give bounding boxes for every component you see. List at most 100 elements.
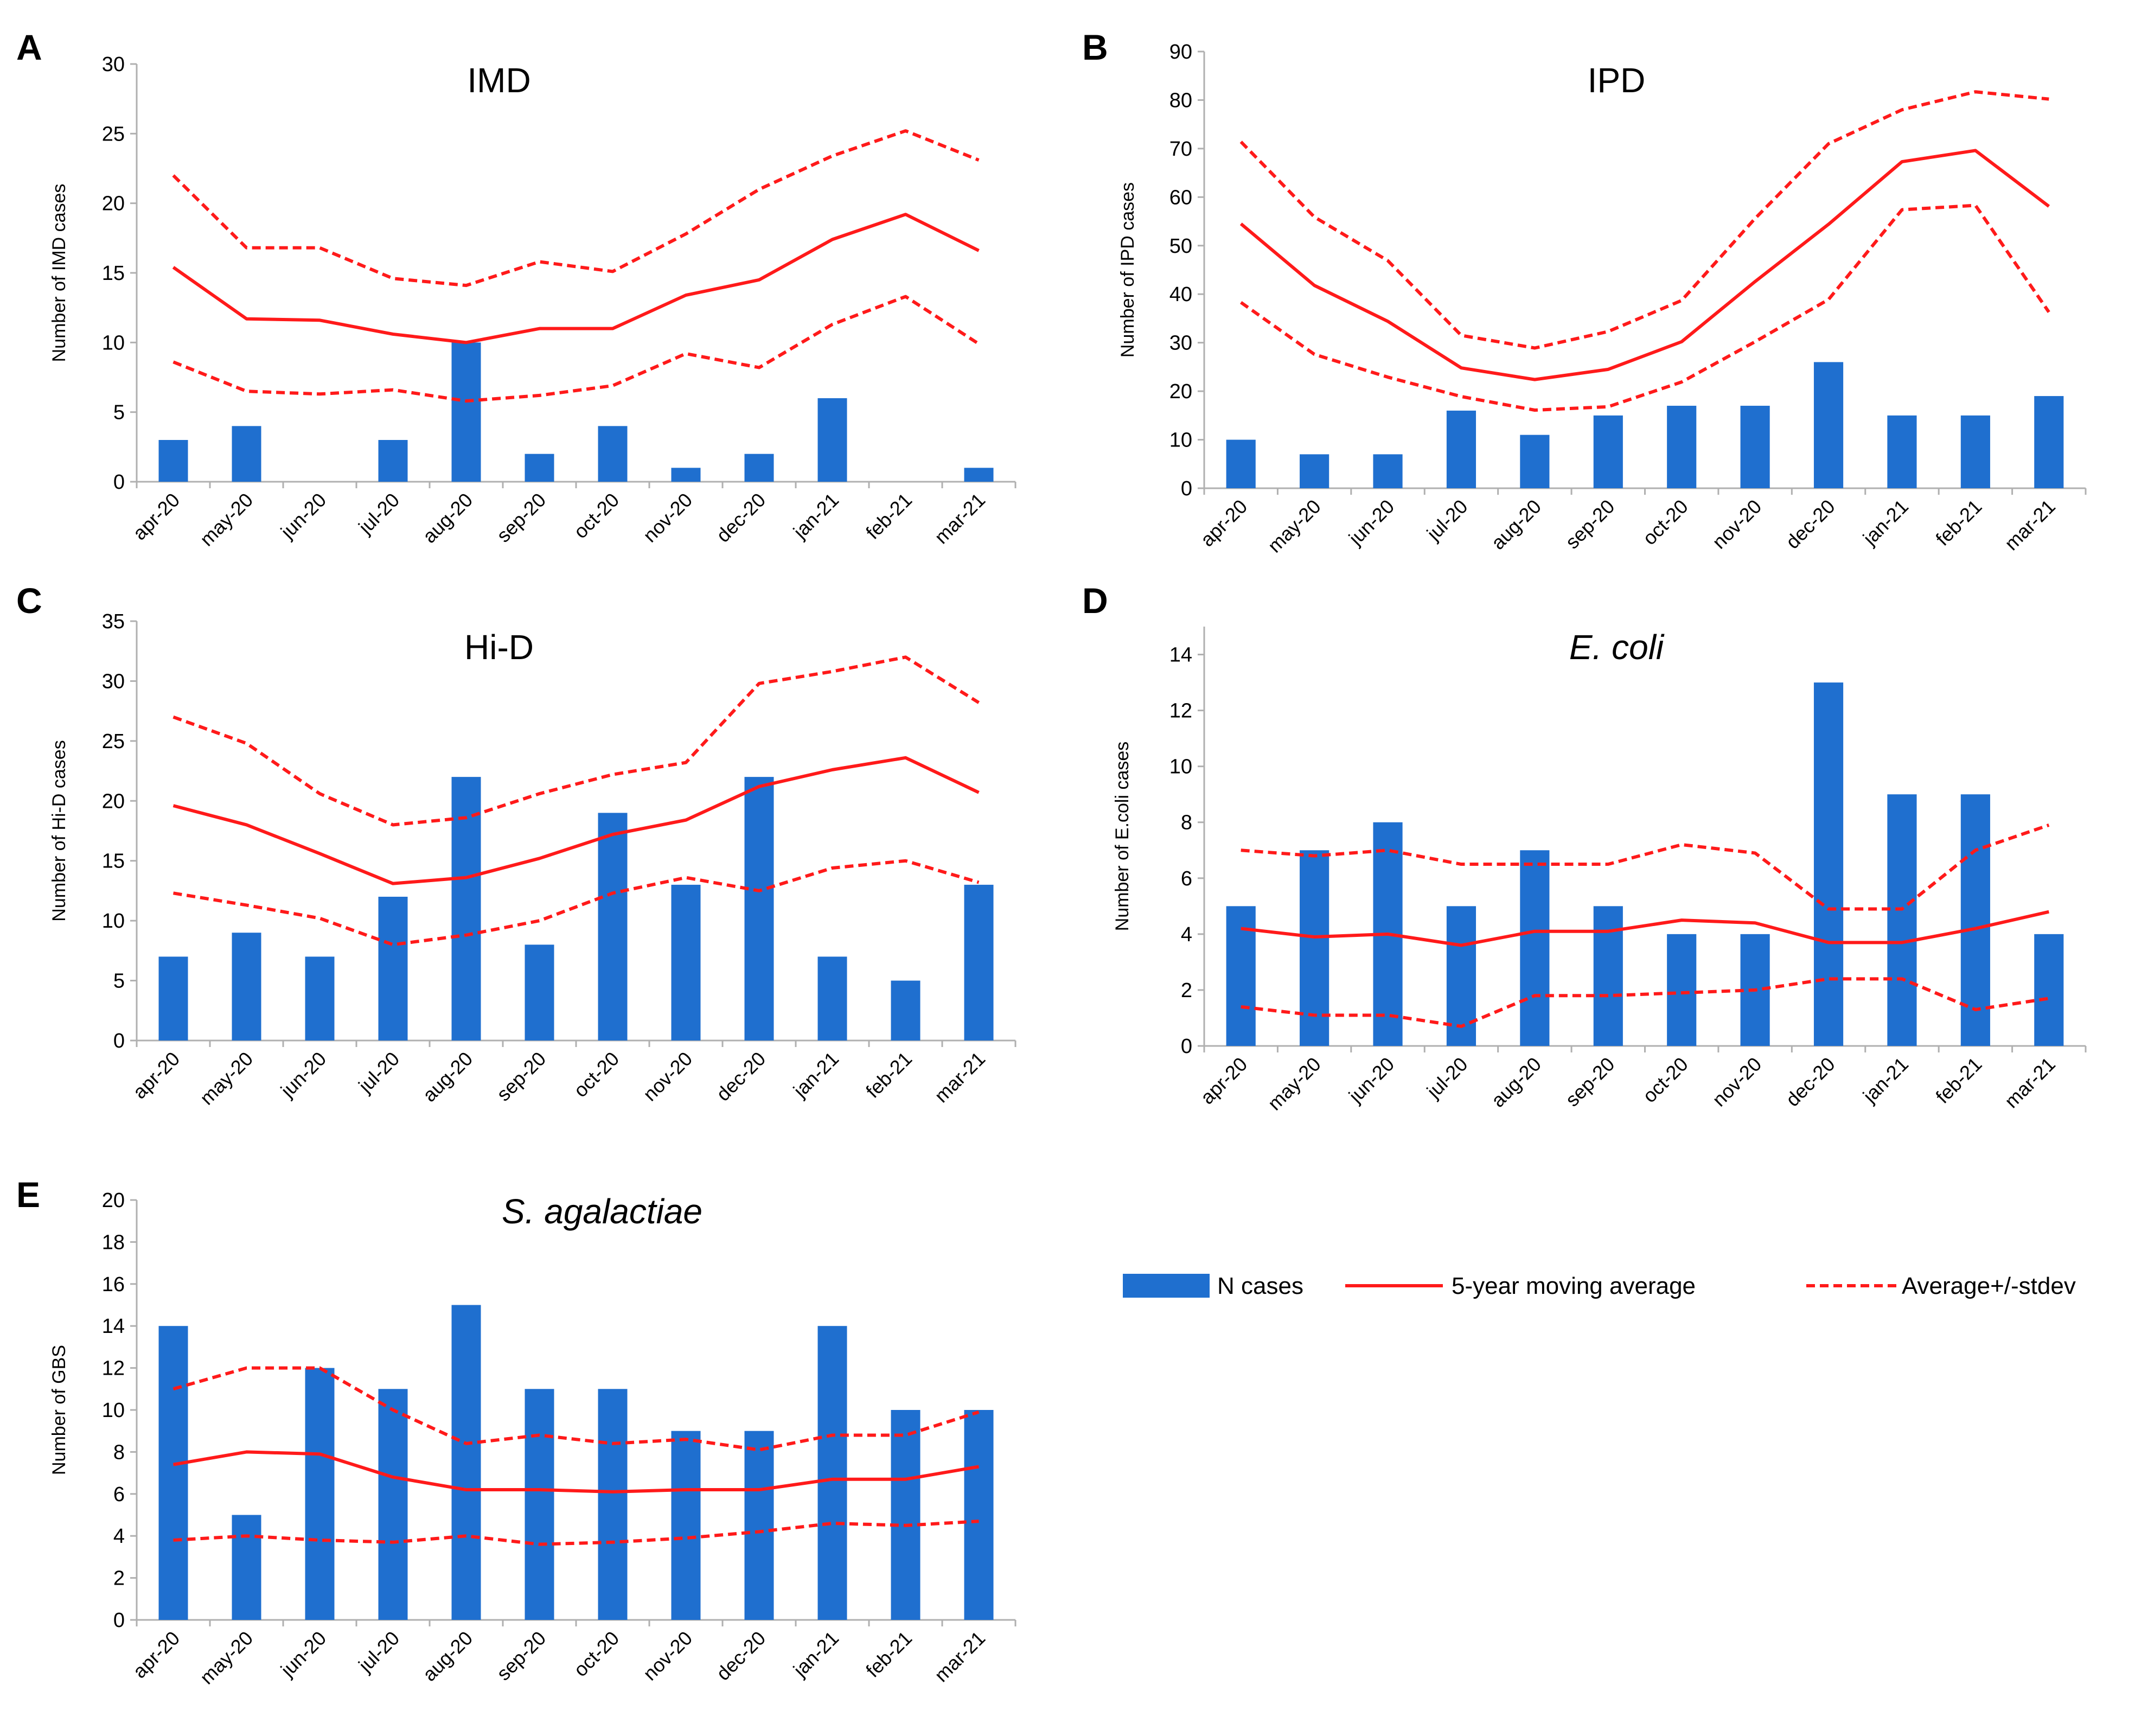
x-tick-label: jul-20 bbox=[1422, 1053, 1472, 1103]
average-line bbox=[172, 213, 980, 344]
y-tick-label: 50 bbox=[1169, 235, 1192, 258]
bar bbox=[817, 1326, 847, 1620]
y-tick-label: 25 bbox=[102, 123, 125, 145]
bar bbox=[1300, 454, 1329, 488]
y-tick-label: 16 bbox=[102, 1273, 125, 1296]
bar bbox=[158, 440, 188, 482]
x-tick-label: aug-20 bbox=[418, 1627, 477, 1686]
bar bbox=[1593, 415, 1623, 488]
bar bbox=[525, 454, 554, 482]
bar bbox=[232, 933, 261, 1041]
y-tick-label: 12 bbox=[1169, 700, 1192, 723]
bar bbox=[1813, 362, 1844, 488]
legend-stdev-label: Average+/-stdev bbox=[1902, 1273, 2076, 1299]
y-tick-label: 0 bbox=[113, 1030, 125, 1052]
stdev-line bbox=[172, 1366, 980, 1452]
bar bbox=[525, 944, 554, 1041]
bar bbox=[232, 426, 261, 482]
bar bbox=[891, 980, 921, 1041]
x-tick-label: oct-20 bbox=[569, 1048, 623, 1102]
y-tick-label: 12 bbox=[102, 1357, 125, 1380]
x-tick-label: sep-20 bbox=[492, 489, 550, 547]
bar bbox=[964, 884, 994, 1041]
y-tick-label: 0 bbox=[1181, 1035, 1192, 1058]
x-tick-label: jan-21 bbox=[789, 1627, 843, 1681]
y-tick-label: 35 bbox=[102, 610, 125, 633]
average-line bbox=[1241, 910, 2049, 947]
x-tick-label: may-20 bbox=[195, 489, 257, 551]
y-tick-label: 2 bbox=[113, 1567, 125, 1590]
bar bbox=[525, 1389, 554, 1620]
x-tick-label: may-20 bbox=[1263, 495, 1325, 557]
x-tick-label: feb-21 bbox=[861, 489, 916, 544]
x-tick-label: sep-20 bbox=[1561, 1053, 1619, 1111]
x-tick-label: oct-20 bbox=[569, 1627, 623, 1681]
y-tick-label: 2 bbox=[1181, 979, 1192, 1002]
bar bbox=[1960, 415, 1990, 488]
bar bbox=[378, 440, 408, 482]
x-tick-label: jun-20 bbox=[276, 489, 330, 543]
legend-average-label: 5-year moving average bbox=[1452, 1273, 1696, 1299]
y-tick-label: 30 bbox=[102, 670, 125, 693]
x-tick-label: mar-21 bbox=[2000, 495, 2060, 555]
y-tick-label: 20 bbox=[102, 193, 125, 215]
y-tick-label: 10 bbox=[102, 1399, 125, 1422]
legend-bars-label: N cases bbox=[1217, 1273, 1303, 1299]
y-tick-label: 25 bbox=[102, 730, 125, 753]
x-tick-label: jun-20 bbox=[1344, 495, 1398, 550]
y-tick-label: 10 bbox=[1169, 756, 1192, 778]
chart-panel-d: D E. coli Number of E.coli cases 0 2 4 6 8 10 12 1… bbox=[1082, 580, 2087, 1115]
x-tick-label: mar-21 bbox=[930, 1627, 990, 1687]
y-axis-label: Number of E.coli cases bbox=[1112, 742, 1133, 931]
x-tick-label: nov-20 bbox=[1708, 1053, 1766, 1111]
y-tick-label: 10 bbox=[1169, 429, 1192, 452]
y-tick-label: 40 bbox=[1169, 283, 1192, 306]
y-tick-label: 14 bbox=[1169, 644, 1192, 667]
chart-title: Hi-D bbox=[464, 628, 534, 667]
x-tick-label: mar-21 bbox=[930, 489, 990, 548]
bar bbox=[451, 1305, 481, 1620]
bar bbox=[1887, 794, 1917, 1046]
bar bbox=[305, 1368, 335, 1620]
x-tick-label: mar-21 bbox=[930, 1048, 990, 1107]
chart-panel-a: A IMD Number of IMD cases 0 5 10 15 20 25 30 apr-2… bbox=[16, 27, 1017, 551]
bar bbox=[158, 1326, 188, 1620]
y-tick-label: 15 bbox=[102, 850, 125, 873]
bar bbox=[232, 1515, 261, 1620]
bar bbox=[817, 956, 847, 1041]
bar bbox=[964, 1410, 994, 1620]
y-tick-label: 20 bbox=[102, 1189, 125, 1212]
x-tick-label: sep-20 bbox=[1561, 495, 1619, 553]
x-tick-label: dec-20 bbox=[712, 1048, 770, 1106]
x-tick-label: dec-20 bbox=[1781, 1053, 1839, 1111]
chart-panel-b: B IPD Number of IPD cases 0 10 20 30 40 50 60 70 80… bbox=[1082, 27, 2087, 557]
panel-letter: D bbox=[1082, 580, 1108, 621]
stdev-line bbox=[1241, 824, 2050, 911]
x-tick-label: sep-20 bbox=[492, 1627, 550, 1685]
x-tick-label: may-20 bbox=[1263, 1053, 1325, 1115]
x-tick-label: aug-20 bbox=[1487, 1053, 1545, 1112]
bar bbox=[1520, 435, 1550, 488]
chart-title: S. agalactiae bbox=[502, 1192, 702, 1231]
x-tick-label: jul-20 bbox=[354, 1627, 404, 1677]
y-axis-label: Number of IMD cases bbox=[49, 184, 69, 362]
y-tick-label: 5 bbox=[113, 970, 125, 993]
y-tick-label: 5 bbox=[113, 401, 125, 424]
x-tick-label: jul-20 bbox=[354, 489, 404, 539]
bar bbox=[451, 777, 481, 1041]
x-tick-label: aug-20 bbox=[418, 489, 477, 547]
bar bbox=[1887, 415, 1917, 488]
x-tick-label: jan-21 bbox=[1858, 495, 1913, 550]
bar bbox=[2034, 934, 2064, 1046]
x-tick-label: oct-20 bbox=[1638, 495, 1692, 550]
bar bbox=[671, 884, 701, 1041]
x-tick-label: jun-20 bbox=[276, 1627, 330, 1681]
x-tick-label: apr-20 bbox=[1196, 495, 1252, 551]
x-tick-label: apr-20 bbox=[129, 489, 184, 545]
bar bbox=[1740, 405, 1770, 488]
bar bbox=[744, 777, 774, 1041]
stdev-line bbox=[1239, 90, 2049, 350]
y-tick-label: 8 bbox=[1181, 812, 1192, 834]
